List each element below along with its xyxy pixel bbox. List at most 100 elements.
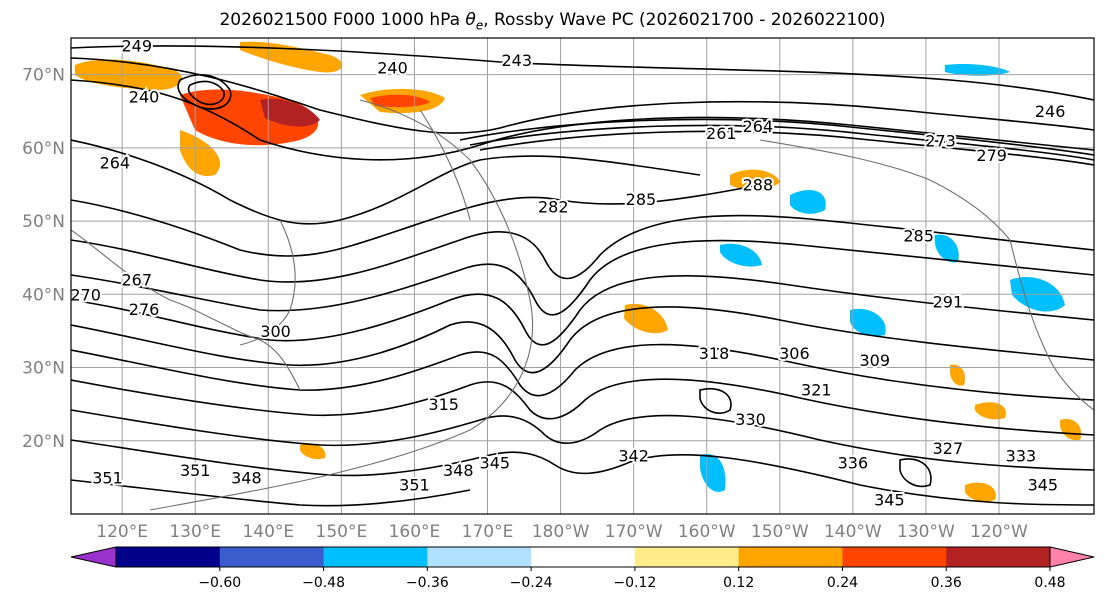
contour-label: 336	[838, 454, 869, 473]
colorbar-segment	[946, 547, 1051, 567]
contour-label: 306	[779, 344, 810, 363]
longitude-label: 130°E	[169, 522, 221, 542]
colorbar-tick-label: 0.48	[1034, 575, 1065, 591]
colorbar-tick-label: −0.36	[406, 575, 449, 591]
contour-label: 264	[743, 117, 774, 136]
coastline-asia	[71, 229, 301, 391]
contour-line	[71, 274, 1094, 346]
anomaly-orange-east-3	[1060, 418, 1082, 441]
contour-lines	[71, 45, 1094, 507]
contour-label: 285	[903, 227, 934, 246]
colorbar-tick-label: −0.48	[302, 575, 345, 591]
contour-line	[177, 74, 232, 110]
longitude-label: 120°W	[970, 522, 1028, 542]
contour-label: 291	[933, 293, 964, 312]
colorbar-frame	[115, 546, 1051, 568]
contour-label: 267	[121, 271, 152, 290]
contour-label: 240	[377, 58, 408, 77]
contour-label: 351	[92, 468, 123, 487]
anomaly-orange-okhotsk	[180, 130, 221, 176]
latitude-labels: 70°N 60°N 50°N 40°N 30°N 20°N	[22, 66, 65, 452]
anomaly-orange-alaska	[730, 169, 780, 190]
contour-label: 342	[618, 446, 649, 465]
anomaly-orange-east-2	[965, 482, 996, 502]
contour-label: 285	[626, 190, 657, 209]
contour-line	[71, 409, 1094, 471]
colorbar-tick-label: 0.12	[723, 575, 754, 591]
contour-line	[71, 343, 1094, 401]
longitude-label: 140°E	[242, 522, 294, 542]
contour-line	[187, 80, 225, 106]
latitude-label: 40°N	[22, 285, 65, 305]
theta-symbol: θ	[465, 10, 476, 30]
contour-line	[71, 45, 1094, 101]
contour-line	[699, 388, 732, 414]
colorbar-tick-label: −0.12	[613, 575, 656, 591]
contour-label: 348	[231, 468, 262, 487]
coastline-kamchatka	[419, 109, 471, 221]
colorbar-extend-high	[1049, 546, 1095, 568]
anomaly-blue-4	[935, 234, 959, 263]
contour-line	[469, 124, 1094, 161]
longitude-label: 140°W	[824, 522, 882, 542]
colorbar-segment	[116, 547, 221, 567]
latitude-label: 20°N	[22, 432, 65, 452]
contour-label: 243	[501, 51, 532, 70]
plot-area: 249 243 240 240 261 264 273 279 246 264 282 285 288 2…	[70, 38, 1094, 514]
map-title: 2026021500 F000 1000 hPa θe, Rossby Wave…	[0, 10, 1105, 32]
contour-line	[71, 479, 471, 507]
contour-line	[71, 139, 701, 225]
contour-label: 345	[874, 490, 905, 509]
contour-line	[459, 118, 1094, 156]
colorbar: −0.60 −0.48 −0.36 −0.24 −0.12 0.12 0.24 0.36 0.4…	[70, 546, 1095, 591]
contour-label: 264	[100, 153, 131, 172]
anomaly-orange-sw	[300, 443, 326, 460]
colorbar-segment	[323, 547, 428, 567]
contour-line	[71, 214, 1094, 283]
anomaly-blue-2	[720, 243, 762, 267]
colorbar-tick-label: −0.60	[198, 575, 241, 591]
latitude-label: 50°N	[22, 212, 65, 232]
longitude-label: 180°W	[532, 522, 590, 542]
contour-label: 345	[1028, 476, 1059, 495]
coastline-japan	[239, 219, 296, 346]
anomaly-red-kamchatka	[370, 94, 430, 108]
contour-label: 240	[129, 88, 160, 107]
contour-label: 351	[399, 476, 430, 495]
latitude-label: 60°N	[22, 139, 65, 159]
contour-label: 288	[743, 175, 774, 194]
shaded-anomalies	[75, 41, 1082, 502]
anomaly-blue-3	[849, 308, 886, 337]
coastlines	[71, 99, 1094, 511]
plot-frame	[70, 37, 1095, 515]
colorbar-segment	[738, 547, 843, 567]
contour-label: 270	[70, 285, 101, 304]
longitude-label: 160°W	[678, 522, 736, 542]
anomaly-darkred-siberia	[260, 98, 320, 127]
contour-label: 315	[428, 395, 459, 414]
contour-label: 318	[699, 344, 730, 363]
colorbar-tick-label: 0.36	[931, 575, 962, 591]
latitude-label: 70°N	[22, 66, 65, 86]
colorbar-segment	[219, 547, 325, 567]
colorbar-extend-low	[70, 546, 117, 568]
contour-line	[71, 184, 761, 257]
contour-label: 279	[976, 146, 1007, 165]
contour-label: 300	[260, 322, 291, 341]
contour-labels: 249 243 240 240 261 264 273 279 246 264 282 285 288 2…	[70, 38, 1067, 511]
longitude-label: 170°E	[462, 522, 514, 542]
longitude-label: 150°E	[316, 522, 368, 542]
contour-label: 282	[538, 197, 569, 216]
contour-line	[71, 306, 1094, 374]
contour-label: 351	[180, 461, 211, 480]
contour-label: 246	[1035, 102, 1066, 121]
longitude-label: 120°E	[96, 522, 148, 542]
contour-label: 348	[443, 461, 474, 480]
contour-line	[71, 57, 1094, 134]
contour-label: 261	[706, 124, 737, 143]
colorbar-segment	[427, 547, 532, 567]
coastline-alaska	[759, 139, 1011, 241]
colorbar-tick-label: −0.24	[510, 575, 553, 591]
contour-label: 321	[801, 381, 832, 400]
